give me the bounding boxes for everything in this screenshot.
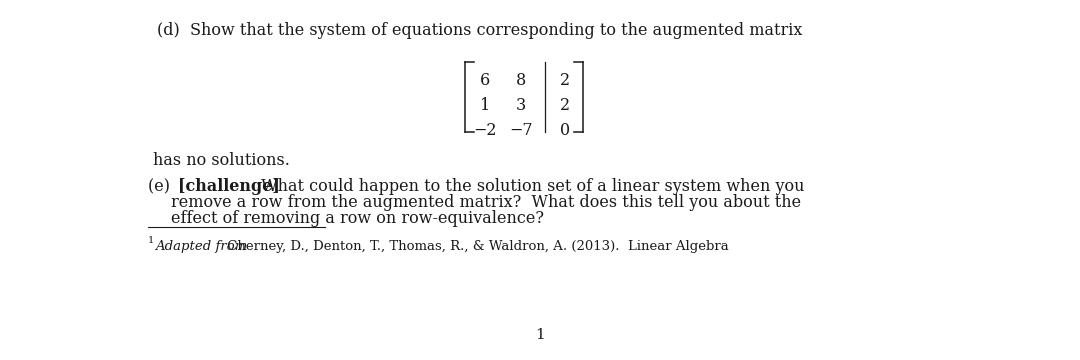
Text: 1: 1 xyxy=(535,328,545,342)
Text: Adapted from: Adapted from xyxy=(156,240,247,253)
Text: Cherney, D., Denton, T., Thomas, R., & Waldron, A. (2013).  Linear Algebra: Cherney, D., Denton, T., Thomas, R., & W… xyxy=(222,240,729,253)
Text: 2: 2 xyxy=(559,97,570,114)
Text: (d)  Show that the system of equations corresponding to the augmented matrix: (d) Show that the system of equations co… xyxy=(157,22,802,39)
Text: 1: 1 xyxy=(480,97,490,114)
Text: 6: 6 xyxy=(480,72,490,89)
Text: effect of removing a row on row-equivalence?: effect of removing a row on row-equivale… xyxy=(171,210,544,227)
Text: 8: 8 xyxy=(516,72,526,89)
Text: 0: 0 xyxy=(559,122,570,139)
Text: remove a row from the augmented matrix?  What does this tell you about the: remove a row from the augmented matrix? … xyxy=(171,194,801,211)
Text: What could happen to the solution set of a linear system when you: What could happen to the solution set of… xyxy=(256,178,805,195)
Text: −7: −7 xyxy=(509,122,532,139)
Text: 3: 3 xyxy=(516,97,526,114)
Text: [challenge]: [challenge] xyxy=(178,178,280,195)
Text: −2: −2 xyxy=(473,122,497,139)
Text: has no solutions.: has no solutions. xyxy=(153,152,289,169)
Text: (e): (e) xyxy=(148,178,175,195)
Text: 2: 2 xyxy=(559,72,570,89)
Text: 1: 1 xyxy=(148,236,154,245)
